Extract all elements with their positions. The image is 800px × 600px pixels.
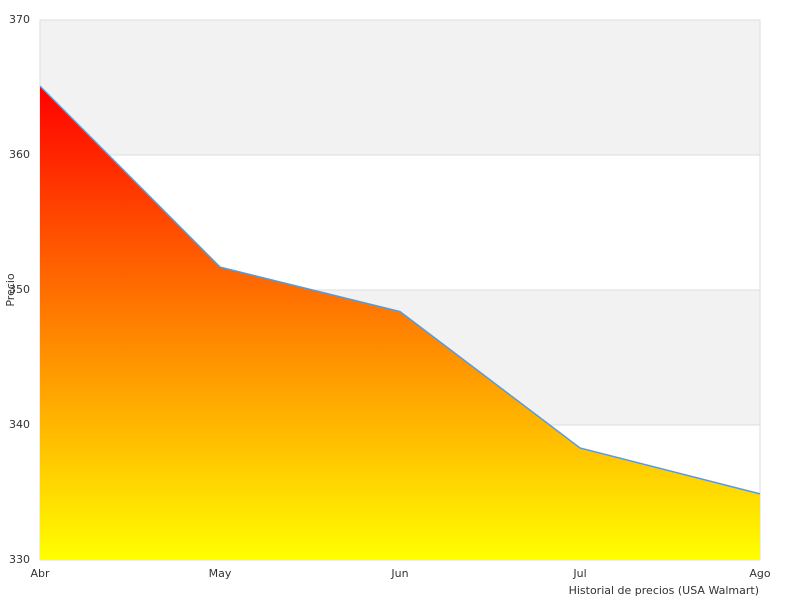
x-tick-label: Ago <box>749 567 771 580</box>
y-tick-label: 340 <box>9 418 30 431</box>
y-tick-label: 360 <box>9 148 30 161</box>
y-tick-label: 330 <box>9 553 30 566</box>
x-tick-label: Jun <box>390 567 408 580</box>
plot-band <box>40 20 760 155</box>
area <box>40 86 760 561</box>
y-tick-label: 370 <box>9 13 30 26</box>
x-axis-label: Historial de precios (USA Walmart) <box>569 584 759 597</box>
x-tick-label: Abr <box>30 567 50 580</box>
x-tick-label: May <box>209 567 232 580</box>
line <box>39 85 761 495</box>
y-tick-label: 350 <box>9 283 30 296</box>
y-axis-label: Precio <box>4 273 17 307</box>
x-tick-label: Jul <box>572 567 586 580</box>
